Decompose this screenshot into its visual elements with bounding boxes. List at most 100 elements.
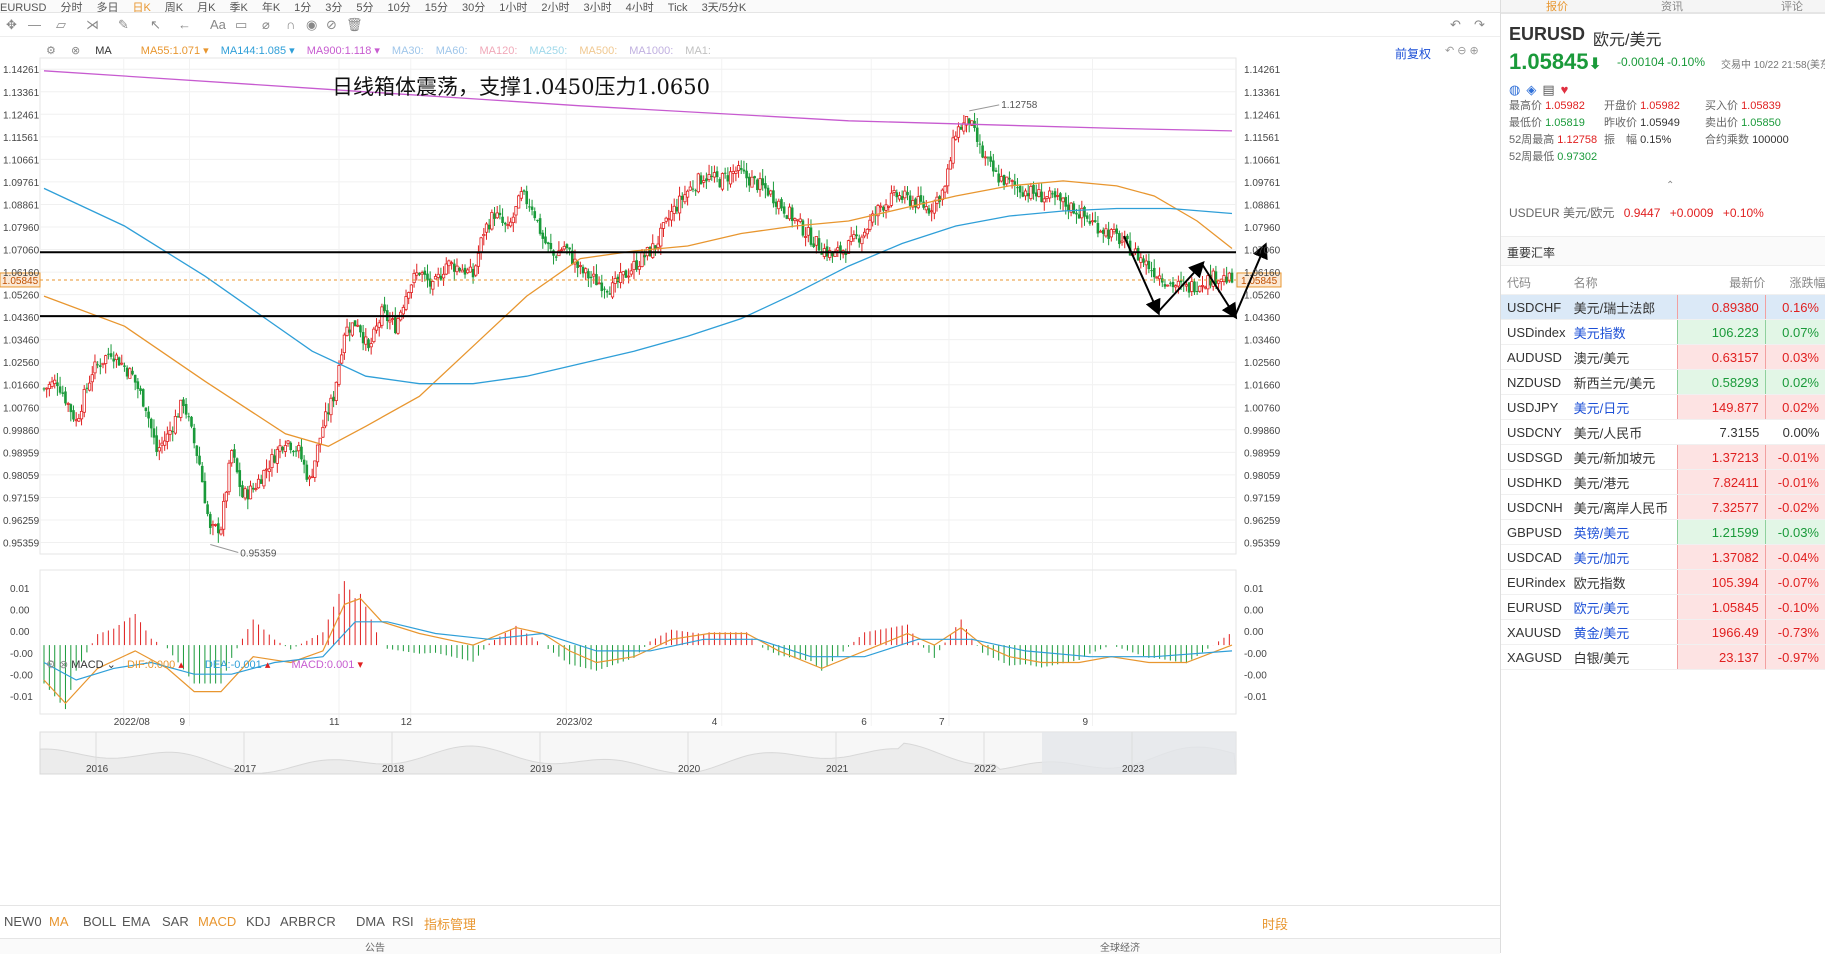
table-row[interactable]: USDindex 美元指数 106.223 0.07%: [1501, 319, 1825, 345]
related-quote[interactable]: USDEUR 美元/欧元 0.9447 +0.0009 +0.10%: [1509, 204, 1764, 221]
column-header[interactable]: 最新价: [1677, 270, 1766, 295]
period-tab[interactable]: 日K: [132, 2, 151, 13]
settings-icon[interactable]: ⚙: [46, 659, 56, 671]
indicator-tab[interactable]: CR: [317, 914, 336, 929]
column-header[interactable]: 涨跌幅: [1765, 270, 1825, 295]
table-row[interactable]: USDHKD 美元/港元 7.82411 -0.01%: [1501, 469, 1825, 495]
table-row[interactable]: USDCNY 美元/人民币 7.3155 0.00%: [1501, 419, 1825, 445]
period-tab[interactable]: Tick: [667, 2, 688, 13]
eraser-icon[interactable]: ⌀: [262, 17, 270, 32]
period-tab[interactable]: 季K: [229, 2, 248, 13]
text-tool-icon[interactable]: Aa: [210, 17, 226, 32]
ma-legend-item[interactable]: MA900:1.118 ▾: [306, 45, 380, 57]
close-icon[interactable]: ⊗: [58, 659, 69, 671]
note-icon[interactable]: ▤: [1542, 82, 1561, 97]
tab-quote[interactable]: 报价: [1546, 1, 1568, 13]
undo-icon[interactable]: ↶: [1450, 17, 1461, 32]
window-controls-icon[interactable]: ↶ ⊖ ⊕: [1445, 45, 1479, 57]
ma-legend-item[interactable]: MA144:1.085 ▾: [220, 45, 295, 57]
indicator-tab[interactable]: NEW0: [4, 914, 42, 929]
indicator-tab[interactable]: ARBR: [280, 914, 317, 929]
period-tab[interactable]: 15分: [424, 2, 449, 13]
comment-tool-icon[interactable]: ▭: [235, 17, 248, 32]
collapse-icon[interactable]: ⌃: [1666, 180, 1675, 191]
magnet-icon[interactable]: ∩: [286, 17, 296, 32]
period-tab[interactable]: EURUSD: [0, 2, 47, 13]
table-row[interactable]: USDCNH 美元/离岸人民币 7.32577 -0.02%: [1501, 494, 1825, 520]
action-icons[interactable]: ◍◈▤♥: [1509, 82, 1574, 98]
ma-legend-item[interactable]: MA30:: [391, 45, 424, 57]
fork-tool-icon[interactable]: ⋊: [86, 17, 99, 32]
table-row[interactable]: AUDUSD 澳元/美元 0.63157 0.03%: [1501, 344, 1825, 370]
ma-legend-item[interactable]: MA55:1.071 ▾: [140, 45, 209, 57]
indicator-tab[interactable]: BOLL: [83, 914, 117, 929]
globe-icon[interactable]: ◍: [1509, 82, 1527, 97]
ma-legend-item[interactable]: MA500:: [579, 45, 618, 57]
table-row[interactable]: EURindex 欧元指数 105.394 -0.07%: [1501, 569, 1825, 595]
table-row[interactable]: XAGUSD 白银/美元 23.137 -0.97%: [1501, 644, 1825, 670]
favorite-icon[interactable]: ♥: [1560, 82, 1575, 97]
back-arrow-icon[interactable]: ←: [178, 17, 191, 32]
period-tab[interactable]: 1分: [294, 2, 312, 13]
period-tab[interactable]: 30分: [462, 2, 486, 13]
redo-icon[interactable]: ↷: [1474, 17, 1485, 32]
tab-comments[interactable]: 评论: [1781, 1, 1803, 13]
period-tab[interactable]: 月K: [197, 2, 216, 13]
lock-icon[interactable]: ⊘: [326, 17, 337, 32]
column-header[interactable]: 代码: [1501, 270, 1568, 295]
ma-legend-item[interactable]: MA120:: [479, 45, 518, 57]
macd-name[interactable]: MACD: [71, 659, 104, 671]
eye-icon[interactable]: ◉: [306, 17, 318, 32]
period-tab[interactable]: 年K: [261, 2, 281, 13]
indicator-tab[interactable]: SAR: [162, 914, 189, 929]
period-tab[interactable]: 10分: [387, 2, 411, 13]
table-row[interactable]: GBPUSD 英镑/美元 1.21599 -0.03%: [1501, 519, 1825, 545]
session-tab[interactable]: 时段: [1262, 917, 1289, 932]
period-tab[interactable]: 2小时: [541, 2, 570, 13]
indicator-tab[interactable]: EMA: [122, 914, 151, 929]
indicator-tab[interactable]: KDJ: [246, 914, 271, 929]
indicator-tab[interactable]: DMA: [356, 914, 385, 929]
table-row[interactable]: EURUSD 欧元/美元 1.05845 -0.10%: [1501, 594, 1825, 620]
table-row[interactable]: USDJPY 美元/日元 149.877 0.02%: [1501, 394, 1825, 420]
indicator-tab[interactable]: RSI: [392, 914, 414, 929]
trash-icon[interactable]: 🗑: [346, 17, 363, 32]
candle-body: [152, 428, 156, 438]
table-row[interactable]: NZDUSD 新西兰元/美元 0.58293 0.02%: [1501, 369, 1825, 395]
table-row[interactable]: USDCHF 美元/瑞士法郎 0.89380 0.16%: [1501, 294, 1825, 320]
period-tab[interactable]: 3天/5分K: [701, 2, 747, 13]
table-row[interactable]: USDSGD 美元/新加坡元 1.37213 -0.01%: [1501, 444, 1825, 470]
period-tab[interactable]: 5分: [356, 2, 374, 13]
period-tab[interactable]: 分时: [60, 2, 83, 13]
table-row[interactable]: USDCAD 美元/加元 1.37082 -0.04%: [1501, 544, 1825, 570]
close-icon[interactable]: ⊗: [70, 45, 81, 57]
period-tab[interactable]: 多日: [96, 2, 119, 13]
period-tab[interactable]: 3小时: [583, 2, 612, 13]
arrow-tool-icon[interactable]: ↖: [150, 17, 161, 32]
period-tab[interactable]: 4小时: [625, 2, 654, 13]
main-indicator-name[interactable]: MA: [95, 45, 112, 57]
pen-tool-icon[interactable]: ✎: [118, 17, 129, 32]
period-tab[interactable]: 周K: [164, 2, 184, 13]
settings-icon[interactable]: ⚙: [46, 45, 56, 57]
ma-legend-item[interactable]: MA250:: [529, 45, 568, 57]
global-economy-tab[interactable]: 全球经济: [1100, 943, 1140, 954]
ma-legend-item[interactable]: MA60:: [435, 45, 468, 57]
ma-legend-item[interactable]: MA1000:: [629, 45, 674, 57]
shape-tool-icon[interactable]: ▱: [56, 17, 66, 32]
crosshair-icon[interactable]: ✥: [6, 17, 17, 32]
table-row[interactable]: XAUUSD 黄金/美元 1966.49 -0.73%: [1501, 619, 1825, 645]
adjust-mode[interactable]: 前复权: [1395, 47, 1432, 61]
indicator-tab[interactable]: MACD: [198, 914, 237, 929]
ma-legend-item[interactable]: MA1:: [685, 45, 711, 57]
line-tool-icon[interactable]: —: [28, 17, 41, 32]
announcement-tab[interactable]: 公告: [365, 943, 385, 954]
column-header[interactable]: 名称: [1567, 270, 1678, 295]
tab-news[interactable]: 资讯: [1661, 1, 1683, 13]
period-tab[interactable]: 3分: [325, 2, 343, 13]
period-tab[interactable]: 1小时: [499, 2, 528, 13]
kline-chart[interactable]: 1.05845 1.05845 日线箱体震荡，支撑1.0450压力1.0650 1.1…: [0, 36, 1290, 906]
indicator-tab[interactable]: 指标管理: [424, 917, 477, 932]
tag-icon[interactable]: ◈: [1526, 82, 1543, 97]
indicator-tab[interactable]: MA: [49, 914, 69, 929]
